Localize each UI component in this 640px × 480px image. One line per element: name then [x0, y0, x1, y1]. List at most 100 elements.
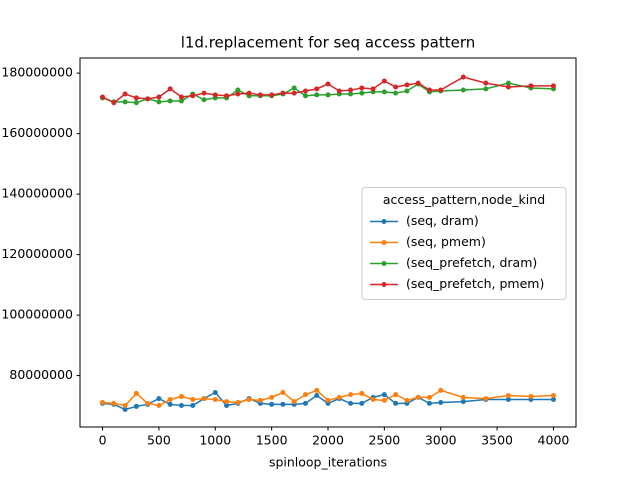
- data-point: [381, 397, 387, 403]
- data-point: [505, 396, 511, 402]
- legend-marker: [381, 240, 387, 245]
- data-point: [122, 99, 128, 105]
- data-point: [438, 87, 444, 93]
- data-point: [393, 392, 399, 398]
- data-point: [393, 90, 399, 96]
- data-point: [178, 403, 184, 409]
- legend-label: (seq, pmem): [406, 234, 486, 249]
- data-point: [224, 93, 230, 99]
- data-point: [302, 88, 308, 94]
- data-point: [393, 400, 399, 406]
- legend-title: access_pattern,node_kind: [383, 192, 545, 207]
- x-tick-label: 0: [99, 433, 107, 448]
- data-point: [404, 82, 410, 88]
- chart-title: l1d.replacement for seq access pattern: [181, 34, 476, 52]
- data-point: [122, 406, 128, 412]
- data-point: [190, 396, 196, 402]
- data-point: [190, 93, 196, 99]
- data-point: [426, 87, 432, 93]
- data-point: [224, 403, 230, 409]
- data-point: [460, 87, 466, 93]
- data-point: [302, 400, 308, 406]
- data-point: [178, 98, 184, 104]
- data-point: [156, 94, 162, 100]
- data-point: [348, 392, 354, 398]
- data-point: [235, 87, 241, 93]
- legend-marker: [381, 219, 387, 224]
- data-point: [201, 90, 207, 96]
- y-tick-label: 80000000: [9, 367, 73, 382]
- legend-box: [361, 187, 567, 300]
- data-point: [156, 99, 162, 105]
- data-point: [359, 90, 365, 96]
- data-point: [291, 90, 297, 96]
- data-point: [460, 394, 466, 400]
- data-point: [505, 84, 511, 90]
- data-point: [438, 387, 444, 393]
- legend-label: (seq, dram): [406, 213, 479, 228]
- data-point: [438, 400, 444, 406]
- data-point: [325, 81, 331, 87]
- data-point: [167, 396, 173, 402]
- data-point: [280, 90, 286, 96]
- y-tick-label: 100000000: [1, 307, 73, 322]
- data-point: [550, 83, 556, 89]
- data-point: [133, 95, 139, 101]
- data-point: [325, 397, 331, 403]
- data-point: [336, 88, 342, 94]
- data-point: [280, 390, 286, 396]
- data-point: [167, 98, 173, 104]
- data-point: [280, 401, 286, 407]
- data-point: [133, 100, 139, 106]
- data-point: [336, 394, 342, 400]
- data-point: [359, 390, 365, 396]
- data-point: [483, 396, 489, 402]
- data-point: [291, 399, 297, 405]
- data-point: [359, 85, 365, 91]
- legend-label: (seq_prefetch, dram): [406, 255, 537, 270]
- data-point: [370, 86, 376, 92]
- data-point: [404, 88, 410, 94]
- data-point: [257, 92, 263, 98]
- x-tick-label: 500: [147, 433, 171, 448]
- data-point: [156, 396, 162, 402]
- legend-label: (seq_prefetch, pmem): [406, 276, 544, 291]
- data-point: [415, 80, 421, 86]
- data-point: [122, 91, 128, 97]
- data-point: [224, 399, 230, 405]
- data-point: [133, 390, 139, 396]
- x-tick-label: 3500: [481, 433, 513, 448]
- data-point: [111, 400, 117, 406]
- x-tick-label: 2500: [368, 433, 400, 448]
- data-point: [257, 397, 263, 403]
- data-point: [381, 78, 387, 84]
- data-point: [235, 400, 241, 406]
- data-point: [381, 392, 387, 398]
- x-tick-label: 2000: [312, 433, 344, 448]
- x-tick-label: 1500: [256, 433, 288, 448]
- data-point: [348, 87, 354, 93]
- data-point: [528, 393, 534, 399]
- data-point: [426, 400, 432, 406]
- data-point: [269, 92, 275, 98]
- data-point: [404, 397, 410, 403]
- data-point: [100, 94, 106, 100]
- data-point: [178, 94, 184, 100]
- data-point: [348, 91, 354, 97]
- data-point: [201, 97, 207, 103]
- data-point: [348, 400, 354, 406]
- data-point: [528, 83, 534, 89]
- x-tick-label: 3000: [425, 433, 457, 448]
- data-point: [393, 84, 399, 90]
- data-point: [415, 394, 421, 400]
- data-point: [483, 86, 489, 92]
- data-point: [460, 399, 466, 405]
- data-point: [550, 393, 556, 399]
- legend-marker: [381, 282, 387, 287]
- data-point: [359, 400, 365, 406]
- data-point: [145, 96, 151, 102]
- data-point: [302, 93, 308, 99]
- data-point: [381, 89, 387, 95]
